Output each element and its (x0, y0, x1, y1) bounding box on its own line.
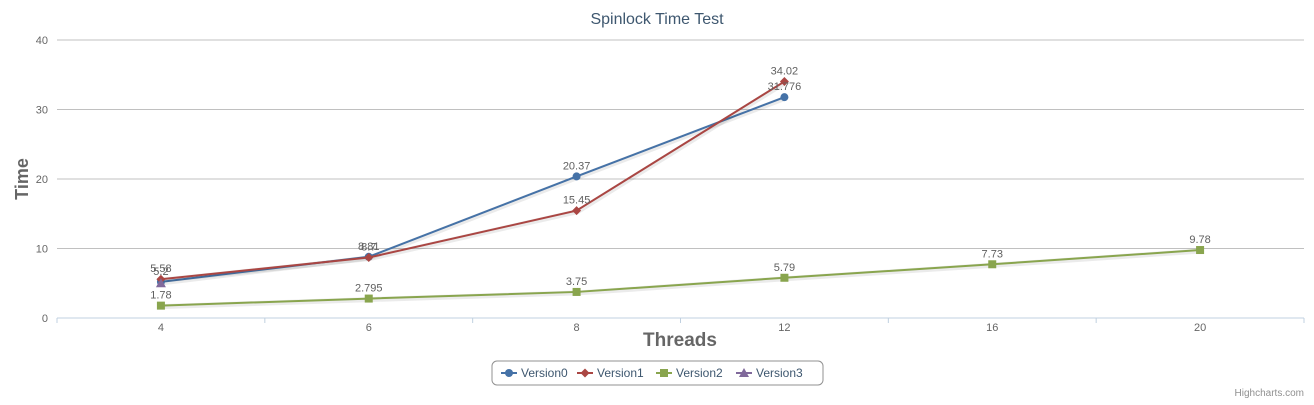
data-label-version1: 34.02 (771, 66, 799, 78)
data-label-version2: 3.75 (566, 276, 587, 288)
y-tick-label: 0 (42, 313, 48, 325)
data-point-version2[interactable] (988, 260, 997, 269)
series-lines (155, 77, 1205, 310)
x-tick-label: 6 (366, 322, 372, 334)
data-point-version2[interactable] (364, 294, 373, 303)
data-label-version0: 5.2 (153, 266, 168, 278)
legend-label: Version0 (521, 366, 568, 380)
y-tick-label: 10 (36, 244, 48, 256)
legend-item-version0[interactable]: Version0 (501, 366, 568, 380)
series-line-version2[interactable] (160, 249, 1201, 307)
legend-marker-version3[interactable] (739, 368, 749, 377)
data-point-version2[interactable] (156, 301, 165, 310)
legend-marker-version1[interactable] (580, 368, 590, 378)
data-point-version1[interactable] (364, 253, 374, 263)
data-point-version1[interactable] (572, 206, 582, 216)
chart-title: Spinlock Time Test (590, 11, 724, 28)
series-line-shadow-version2 (161, 248, 1202, 310)
data-label-version0: 31.776 (768, 81, 802, 93)
data-point-version1[interactable] (779, 77, 789, 87)
y-tick-label: 40 (36, 35, 48, 47)
axes: 0 10 20 30 40 4 6 8 12 16 20 (36, 35, 1305, 334)
data-point-version2[interactable] (572, 287, 581, 296)
credits-link[interactable]: Highcharts.com (1235, 388, 1304, 399)
data-label-version1: 8.7 (361, 242, 376, 254)
y-axis-title: Time (12, 158, 32, 200)
legend: Version0 Version1 Version2 Version3 (491, 360, 824, 386)
legend-marker-version2[interactable] (660, 369, 668, 377)
series-line-shadow-version1 (161, 80, 787, 283)
data-label-version2: 2.795 (355, 283, 383, 295)
x-tick-label: 20 (1194, 322, 1206, 334)
series-line-version1[interactable] (160, 80, 785, 281)
data-labels: 5.2 8.81 20.37 31.776 5.58 8.7 15.45 34.02 1.78 2… (150, 66, 1211, 302)
grid-lines (57, 39, 1304, 249)
data-point-version2[interactable] (780, 273, 789, 282)
legend-item-version1[interactable]: Version1 (577, 366, 644, 380)
data-label-version1: 5.58 (150, 263, 171, 275)
x-tick-label: 16 (986, 322, 998, 334)
data-point-version3[interactable] (155, 278, 166, 288)
x-axis-title: Threads (643, 330, 717, 351)
y-tick-label: 30 (36, 105, 48, 117)
legend-label: Version1 (597, 366, 644, 380)
series-line-shadow-version0 (161, 95, 787, 286)
legend-item-version2[interactable]: Version2 (656, 366, 723, 380)
data-label-version0: 8.81 (358, 241, 379, 253)
data-point-version2[interactable] (1196, 246, 1205, 255)
x-tick-label: 4 (158, 322, 164, 334)
y-tick-label: 20 (36, 174, 48, 186)
data-label-version2: 9.78 (1189, 234, 1210, 246)
x-tick-label: 8 (574, 322, 580, 334)
data-label-version2: 5.79 (774, 262, 795, 274)
data-label-version1: 15.45 (563, 195, 591, 207)
data-label-version2: 7.73 (982, 248, 1003, 260)
data-point-version0[interactable] (572, 172, 581, 181)
x-tick-label: 12 (778, 322, 790, 334)
legend-marker-version0[interactable] (505, 369, 513, 377)
legend-item-version3[interactable]: Version3 (736, 366, 803, 380)
data-label-version0: 20.37 (563, 160, 591, 172)
series-line-version0[interactable] (160, 96, 785, 283)
data-label-version2: 1.78 (150, 290, 171, 302)
legend-label: Version2 (676, 366, 723, 380)
data-point-version0[interactable] (780, 93, 789, 102)
legend-label: Version3 (756, 366, 803, 380)
